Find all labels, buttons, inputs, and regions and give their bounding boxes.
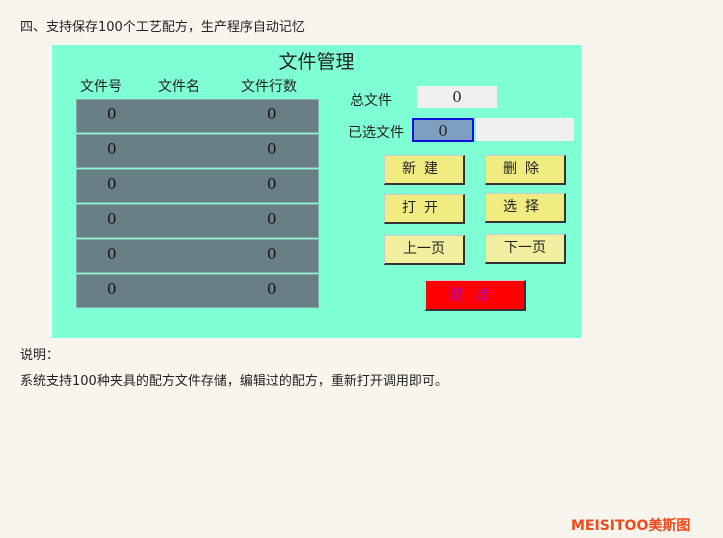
file-lines: 0 [267,245,277,263]
selected-file-label: 已选文件 [348,125,404,141]
new-button[interactable]: 新建 [384,155,465,185]
open-button[interactable]: 打开 [384,194,465,224]
column-file-no: 文件号 [80,79,122,95]
prev-page-button[interactable]: 上一页 [384,235,465,265]
file-lines: 0 [267,175,277,193]
total-files-value: 0 [417,86,497,108]
column-file-name: 文件名 [158,79,200,95]
column-file-lines: 文件行数 [241,79,297,95]
exit-button[interactable]: 退出 [425,280,526,311]
select-button[interactable]: 选择 [485,193,566,223]
panel-title: 文件管理 [278,51,355,73]
file-lines: 0 [267,105,277,123]
total-files-label: 总文件 [350,93,392,109]
file-no: 0 [107,210,117,228]
file-no: 0 [107,175,117,193]
delete-button[interactable]: 删除 [485,155,566,185]
note-text: 系统支持100种夹具的配方文件存储，编辑过的配方，重新打开调用即可。 [20,374,448,389]
section-heading: 四、支持保存100个工艺配方，生产程序自动记忆 [20,20,305,35]
file-lines: 0 [267,280,277,298]
selected-file-name [476,118,574,141]
file-no: 0 [107,140,117,158]
next-page-button[interactable]: 下一页 [485,234,566,264]
file-lines: 0 [267,140,277,158]
file-no: 0 [107,280,117,298]
file-no: 0 [107,245,117,263]
file-no: 0 [107,105,117,123]
selected-file-input[interactable]: 0 [412,118,474,142]
note-label: 说明： [20,348,60,363]
watermark-logo: MEISITOO美斯图 [571,518,691,534]
file-lines: 0 [267,210,277,228]
